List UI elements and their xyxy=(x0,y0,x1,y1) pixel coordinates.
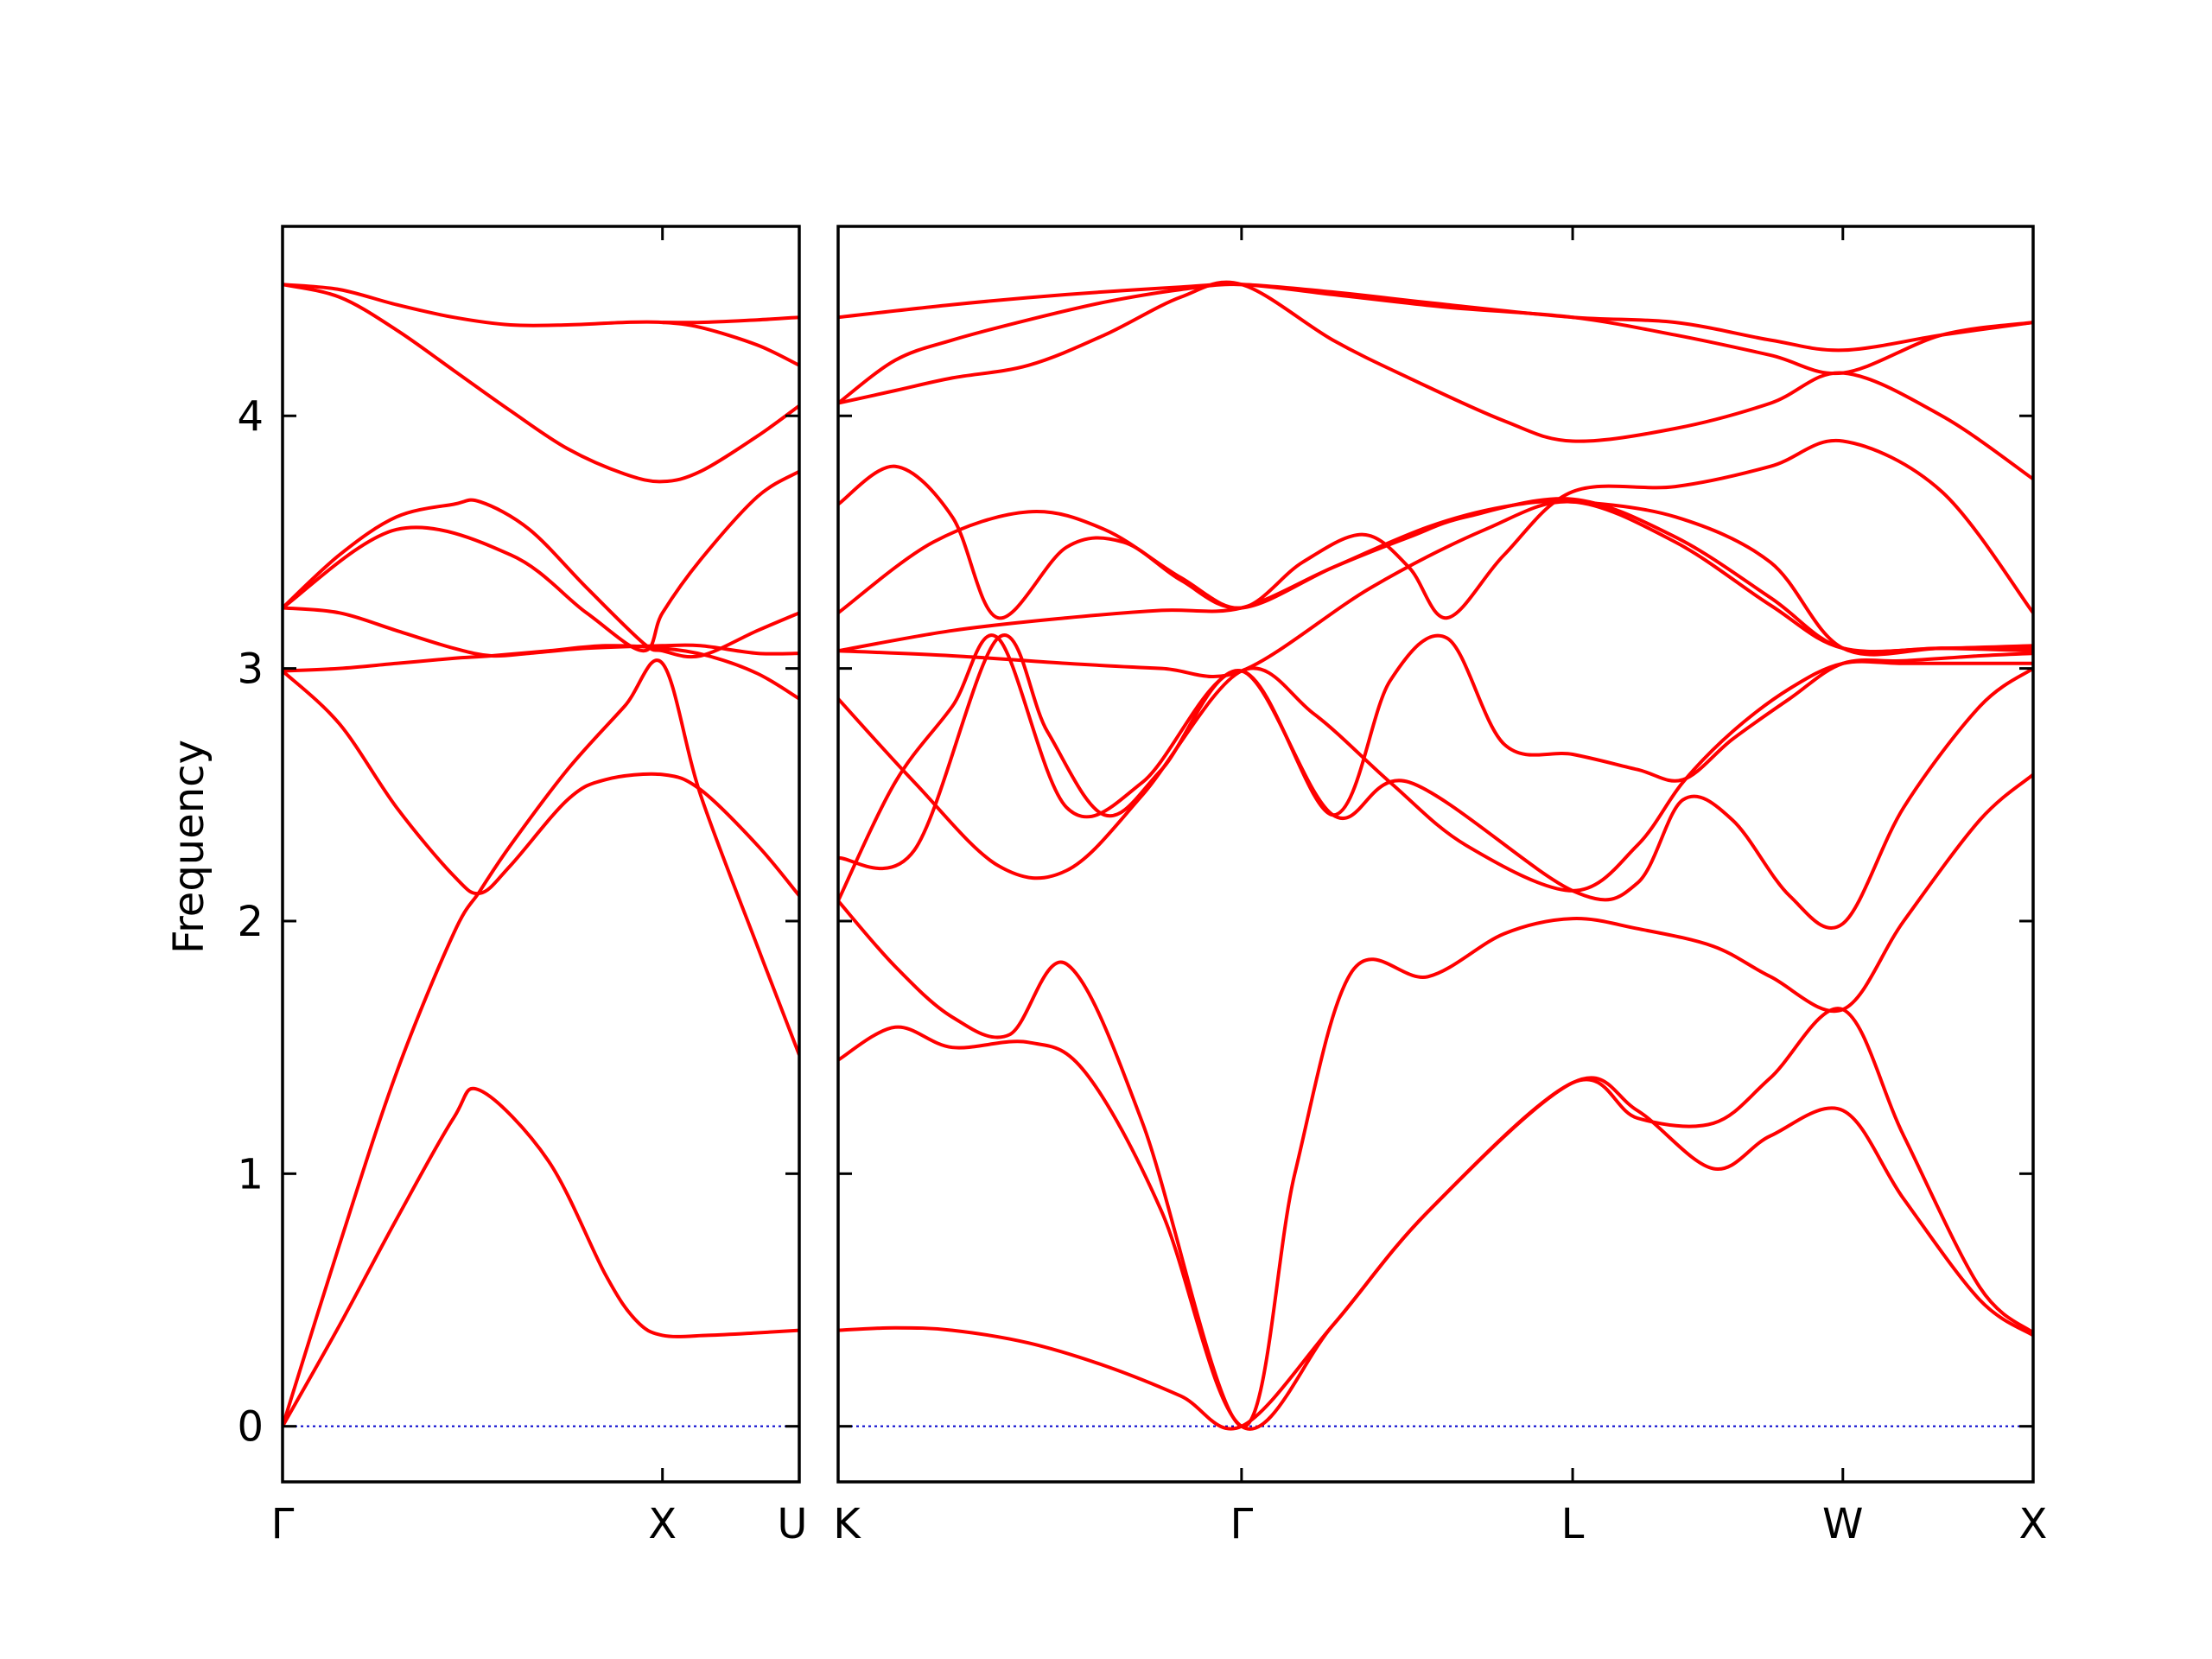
band-line-13 xyxy=(838,282,2033,353)
x-tick-label: Γ xyxy=(1230,1500,1253,1548)
band-line-8 xyxy=(838,497,2033,654)
band-line-5 xyxy=(283,606,799,658)
x-tick-label: Γ xyxy=(271,1500,295,1548)
panel-gamma-x-u: 0 1 2 3 4 Γ X U xyxy=(237,225,808,1548)
y-tick-label: 2 xyxy=(237,898,264,946)
panel-frame xyxy=(836,225,2035,1484)
bands-group xyxy=(283,283,799,1427)
band-line-9 xyxy=(283,283,799,367)
band-line-3 xyxy=(838,772,2033,1428)
band-line-10 xyxy=(838,464,2033,657)
band-line-3 xyxy=(283,670,799,897)
band-line-12 xyxy=(838,283,2033,405)
y-tick-label: 4 xyxy=(237,392,264,441)
band-line-6 xyxy=(838,633,2033,902)
band-line-11 xyxy=(838,280,2033,481)
band-line-9 xyxy=(838,438,2033,620)
x-tick-label: U xyxy=(777,1500,807,1548)
band-line-7 xyxy=(283,469,799,653)
x-tick-label: X xyxy=(2019,1500,2048,1548)
band-line-2 xyxy=(838,1007,2033,1431)
x-tick-label: L xyxy=(1561,1500,1585,1548)
band-line-6 xyxy=(283,498,799,659)
band-line-5 xyxy=(838,659,2033,893)
bands-group xyxy=(838,280,2033,1431)
band-line-8 xyxy=(283,283,799,484)
y-tick-label: 3 xyxy=(237,645,264,694)
y-axis-label: Frequency xyxy=(165,740,213,954)
panel-frame xyxy=(281,225,801,1484)
x-tick-label: X xyxy=(648,1500,677,1548)
y-tick-label: 0 xyxy=(237,1403,264,1452)
x-tick-label: K xyxy=(833,1500,861,1548)
band-line-1 xyxy=(283,1086,799,1427)
x-tick-label: W xyxy=(1822,1500,1863,1548)
y-tick-label: 1 xyxy=(237,1150,264,1198)
band-line-1 xyxy=(838,1076,2033,1431)
band-line-2 xyxy=(283,658,799,1427)
band-line-10 xyxy=(662,315,799,325)
